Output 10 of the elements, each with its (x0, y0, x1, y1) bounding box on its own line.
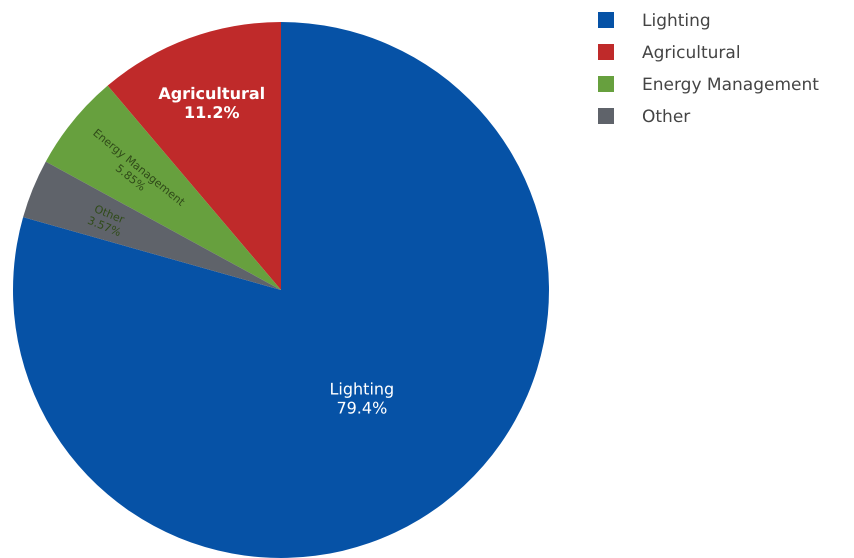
pie-slice (13, 22, 549, 558)
data-label: 11.2% (184, 103, 240, 122)
pie-slice (46, 86, 281, 290)
legend-label: Lighting (642, 11, 711, 31)
slice-label: Agricultural (158, 84, 266, 103)
legend-label: Other (642, 107, 690, 127)
slice-label: Lighting (330, 379, 394, 398)
data-label: 79.4% (336, 398, 388, 418)
legend-label: Energy Management (642, 75, 820, 95)
legend-label: Agricultural (642, 43, 741, 63)
